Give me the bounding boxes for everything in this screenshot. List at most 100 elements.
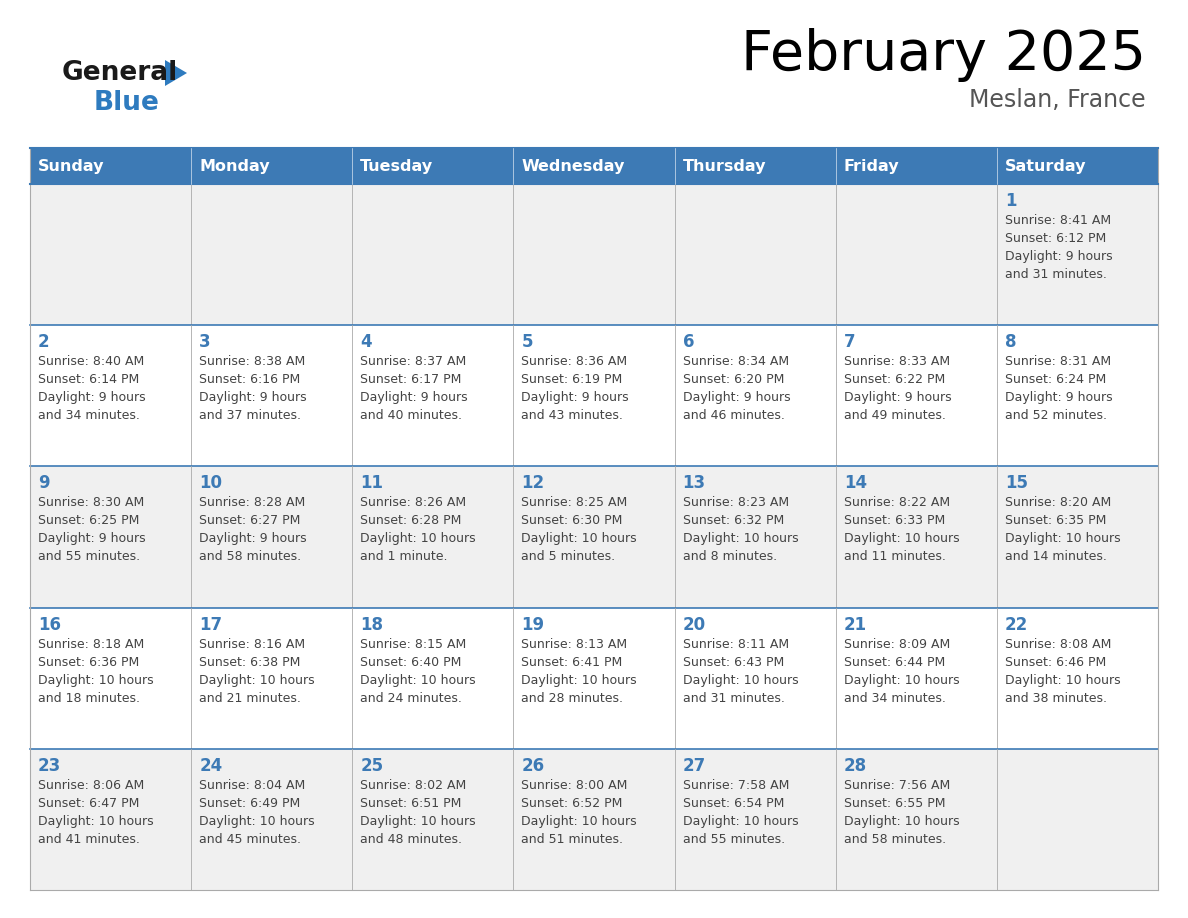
Text: Daylight: 10 hours: Daylight: 10 hours: [522, 532, 637, 545]
Text: and 31 minutes.: and 31 minutes.: [683, 691, 784, 705]
Text: Sunset: 6:30 PM: Sunset: 6:30 PM: [522, 514, 623, 528]
Text: Sunset: 6:22 PM: Sunset: 6:22 PM: [843, 374, 944, 386]
Text: 17: 17: [200, 616, 222, 633]
Text: Daylight: 10 hours: Daylight: 10 hours: [843, 532, 960, 545]
Text: Sunrise: 7:58 AM: Sunrise: 7:58 AM: [683, 778, 789, 792]
Text: Sunrise: 8:33 AM: Sunrise: 8:33 AM: [843, 355, 950, 368]
Text: Daylight: 9 hours: Daylight: 9 hours: [38, 532, 146, 545]
Text: 24: 24: [200, 756, 222, 775]
Text: 15: 15: [1005, 475, 1028, 492]
Text: Sunrise: 8:41 AM: Sunrise: 8:41 AM: [1005, 214, 1111, 227]
Text: Sunset: 6:41 PM: Sunset: 6:41 PM: [522, 655, 623, 668]
Text: Sunset: 6:44 PM: Sunset: 6:44 PM: [843, 655, 944, 668]
Text: Sunrise: 8:30 AM: Sunrise: 8:30 AM: [38, 497, 144, 509]
Text: 10: 10: [200, 475, 222, 492]
Text: 5: 5: [522, 333, 533, 352]
Text: Sunset: 6:47 PM: Sunset: 6:47 PM: [38, 797, 139, 810]
Bar: [30, 148, 1158, 184]
Text: Sunset: 6:33 PM: Sunset: 6:33 PM: [843, 514, 944, 528]
Text: Wednesday: Wednesday: [522, 159, 625, 174]
Text: and 24 minutes.: and 24 minutes.: [360, 691, 462, 705]
Text: Sunrise: 8:06 AM: Sunrise: 8:06 AM: [38, 778, 144, 792]
Text: and 40 minutes.: and 40 minutes.: [360, 409, 462, 422]
Text: Sunrise: 8:34 AM: Sunrise: 8:34 AM: [683, 355, 789, 368]
Bar: [30, 608, 1158, 749]
Text: 20: 20: [683, 616, 706, 633]
Text: Sunrise: 8:08 AM: Sunrise: 8:08 AM: [1005, 638, 1111, 651]
Text: Daylight: 9 hours: Daylight: 9 hours: [200, 391, 307, 404]
Text: Daylight: 9 hours: Daylight: 9 hours: [843, 391, 952, 404]
Text: and 18 minutes.: and 18 minutes.: [38, 691, 140, 705]
Bar: [30, 466, 1158, 608]
Text: Daylight: 9 hours: Daylight: 9 hours: [38, 391, 146, 404]
Text: Daylight: 10 hours: Daylight: 10 hours: [1005, 532, 1120, 545]
Text: Sunset: 6:19 PM: Sunset: 6:19 PM: [522, 374, 623, 386]
Text: and 55 minutes.: and 55 minutes.: [683, 833, 785, 845]
Text: Sunset: 6:27 PM: Sunset: 6:27 PM: [200, 514, 301, 528]
Text: Daylight: 9 hours: Daylight: 9 hours: [683, 391, 790, 404]
Text: and 48 minutes.: and 48 minutes.: [360, 833, 462, 845]
Text: and 8 minutes.: and 8 minutes.: [683, 551, 777, 564]
Text: Sunset: 6:25 PM: Sunset: 6:25 PM: [38, 514, 139, 528]
Text: and 45 minutes.: and 45 minutes.: [200, 833, 302, 845]
Text: Daylight: 10 hours: Daylight: 10 hours: [843, 674, 960, 687]
Bar: [30, 325, 1158, 466]
Text: and 21 minutes.: and 21 minutes.: [200, 691, 301, 705]
Text: 3: 3: [200, 333, 210, 352]
Text: 2: 2: [38, 333, 50, 352]
Text: and 43 minutes.: and 43 minutes.: [522, 409, 624, 422]
Text: 14: 14: [843, 475, 867, 492]
Text: 22: 22: [1005, 616, 1028, 633]
Text: Sunrise: 8:00 AM: Sunrise: 8:00 AM: [522, 778, 628, 792]
Text: Sunrise: 8:38 AM: Sunrise: 8:38 AM: [200, 355, 305, 368]
Text: and 11 minutes.: and 11 minutes.: [843, 551, 946, 564]
Text: Sunset: 6:14 PM: Sunset: 6:14 PM: [38, 374, 139, 386]
Text: Sunrise: 8:20 AM: Sunrise: 8:20 AM: [1005, 497, 1111, 509]
Text: Sunrise: 7:56 AM: Sunrise: 7:56 AM: [843, 778, 950, 792]
Text: 8: 8: [1005, 333, 1017, 352]
Text: Blue: Blue: [94, 90, 160, 116]
Text: Sunset: 6:12 PM: Sunset: 6:12 PM: [1005, 232, 1106, 245]
Text: Sunset: 6:51 PM: Sunset: 6:51 PM: [360, 797, 462, 810]
Text: Monday: Monday: [200, 159, 270, 174]
Text: Sunrise: 8:09 AM: Sunrise: 8:09 AM: [843, 638, 950, 651]
Text: Daylight: 10 hours: Daylight: 10 hours: [200, 815, 315, 828]
Text: Daylight: 9 hours: Daylight: 9 hours: [1005, 391, 1112, 404]
Text: Sunset: 6:52 PM: Sunset: 6:52 PM: [522, 797, 623, 810]
Text: and 38 minutes.: and 38 minutes.: [1005, 691, 1107, 705]
Bar: [30, 184, 1158, 325]
Text: 26: 26: [522, 756, 544, 775]
Text: Daylight: 9 hours: Daylight: 9 hours: [522, 391, 630, 404]
Text: Sunset: 6:20 PM: Sunset: 6:20 PM: [683, 374, 784, 386]
Text: Friday: Friday: [843, 159, 899, 174]
Text: 19: 19: [522, 616, 544, 633]
Text: 16: 16: [38, 616, 61, 633]
Text: 12: 12: [522, 475, 544, 492]
Text: Sunday: Sunday: [38, 159, 105, 174]
Text: Sunset: 6:43 PM: Sunset: 6:43 PM: [683, 655, 784, 668]
Bar: [30, 749, 1158, 890]
Text: Sunrise: 8:22 AM: Sunrise: 8:22 AM: [843, 497, 950, 509]
Text: Sunrise: 8:36 AM: Sunrise: 8:36 AM: [522, 355, 627, 368]
Text: and 46 minutes.: and 46 minutes.: [683, 409, 784, 422]
Text: and 14 minutes.: and 14 minutes.: [1005, 551, 1107, 564]
Text: February 2025: February 2025: [741, 28, 1146, 82]
Text: Sunset: 6:55 PM: Sunset: 6:55 PM: [843, 797, 946, 810]
Text: and 49 minutes.: and 49 minutes.: [843, 409, 946, 422]
Text: Daylight: 10 hours: Daylight: 10 hours: [38, 674, 153, 687]
Text: 21: 21: [843, 616, 867, 633]
Text: Daylight: 10 hours: Daylight: 10 hours: [683, 532, 798, 545]
Text: Daylight: 10 hours: Daylight: 10 hours: [360, 674, 476, 687]
Text: Daylight: 9 hours: Daylight: 9 hours: [1005, 250, 1112, 263]
Text: Saturday: Saturday: [1005, 159, 1086, 174]
Text: Sunset: 6:38 PM: Sunset: 6:38 PM: [200, 655, 301, 668]
Text: Sunset: 6:54 PM: Sunset: 6:54 PM: [683, 797, 784, 810]
Text: 28: 28: [843, 756, 867, 775]
Text: Sunrise: 8:11 AM: Sunrise: 8:11 AM: [683, 638, 789, 651]
Text: and 55 minutes.: and 55 minutes.: [38, 551, 140, 564]
Text: Daylight: 10 hours: Daylight: 10 hours: [683, 674, 798, 687]
Text: and 34 minutes.: and 34 minutes.: [38, 409, 140, 422]
Text: Sunrise: 8:16 AM: Sunrise: 8:16 AM: [200, 638, 305, 651]
Text: Sunset: 6:35 PM: Sunset: 6:35 PM: [1005, 514, 1106, 528]
Text: 9: 9: [38, 475, 50, 492]
